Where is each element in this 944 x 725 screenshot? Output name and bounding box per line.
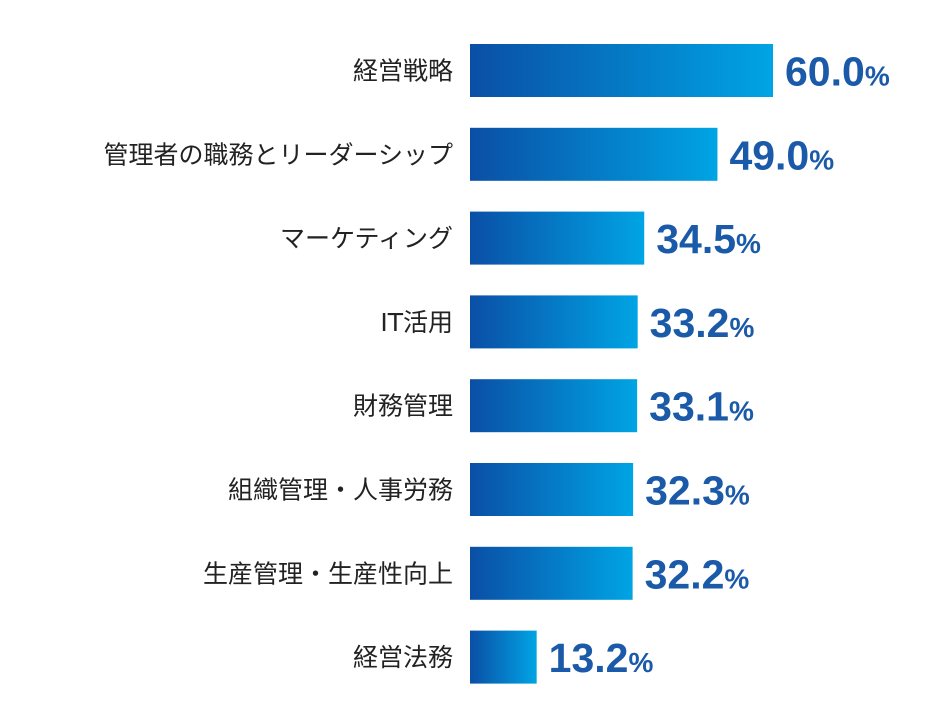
- bar: [470, 463, 634, 516]
- value-number: 34.5: [656, 216, 736, 262]
- value-number: 32.3: [645, 468, 725, 514]
- bar: [470, 44, 773, 97]
- value-label: 60.0%: [785, 49, 890, 95]
- value-label: 34.5%: [656, 216, 761, 262]
- bar: [470, 379, 638, 433]
- value-number: 13.2: [549, 635, 629, 681]
- bar: [470, 127, 718, 181]
- bar: [470, 211, 645, 265]
- category-label: マーケティング: [280, 224, 453, 253]
- value-label: 32.2%: [645, 551, 750, 597]
- bar: [470, 546, 633, 600]
- value-number: 33.2: [650, 300, 730, 346]
- bar: [470, 295, 638, 349]
- category-label: 管理者の職務とリーダーシップ: [103, 140, 453, 169]
- value-unit: %: [725, 480, 750, 511]
- category-label: 経営戦略: [353, 57, 453, 86]
- value-number: 33.1: [649, 384, 729, 430]
- value-unit: %: [628, 647, 653, 678]
- value-unit: %: [729, 312, 754, 343]
- category-label: 生産管理・生産性向上: [203, 559, 453, 588]
- value-label: 49.0%: [729, 132, 834, 178]
- value-unit: %: [736, 228, 761, 259]
- value-number: 32.2: [645, 551, 725, 597]
- category-label: 経営法務: [353, 643, 453, 672]
- bars-group: 経営戦略 60.0% 管理者の職務とリーダーシップ 49.0% マーケティング 34.5%…: [103, 44, 890, 684]
- value-unit: %: [809, 144, 834, 175]
- value-unit: %: [724, 563, 749, 594]
- category-label: 財務管理: [353, 392, 453, 421]
- category-label: IT活用: [380, 308, 453, 337]
- value-number: 60.0: [785, 49, 865, 95]
- bar: [470, 630, 537, 684]
- value-label: 32.3%: [645, 468, 750, 514]
- value-unit: %: [729, 396, 754, 427]
- value-number: 49.0: [729, 132, 809, 178]
- value-label: 33.2%: [650, 300, 755, 346]
- value-unit: %: [865, 61, 890, 92]
- value-label: 13.2%: [549, 635, 654, 681]
- value-label: 33.1%: [649, 384, 754, 430]
- category-label: 組織管理・人事労務: [228, 476, 453, 505]
